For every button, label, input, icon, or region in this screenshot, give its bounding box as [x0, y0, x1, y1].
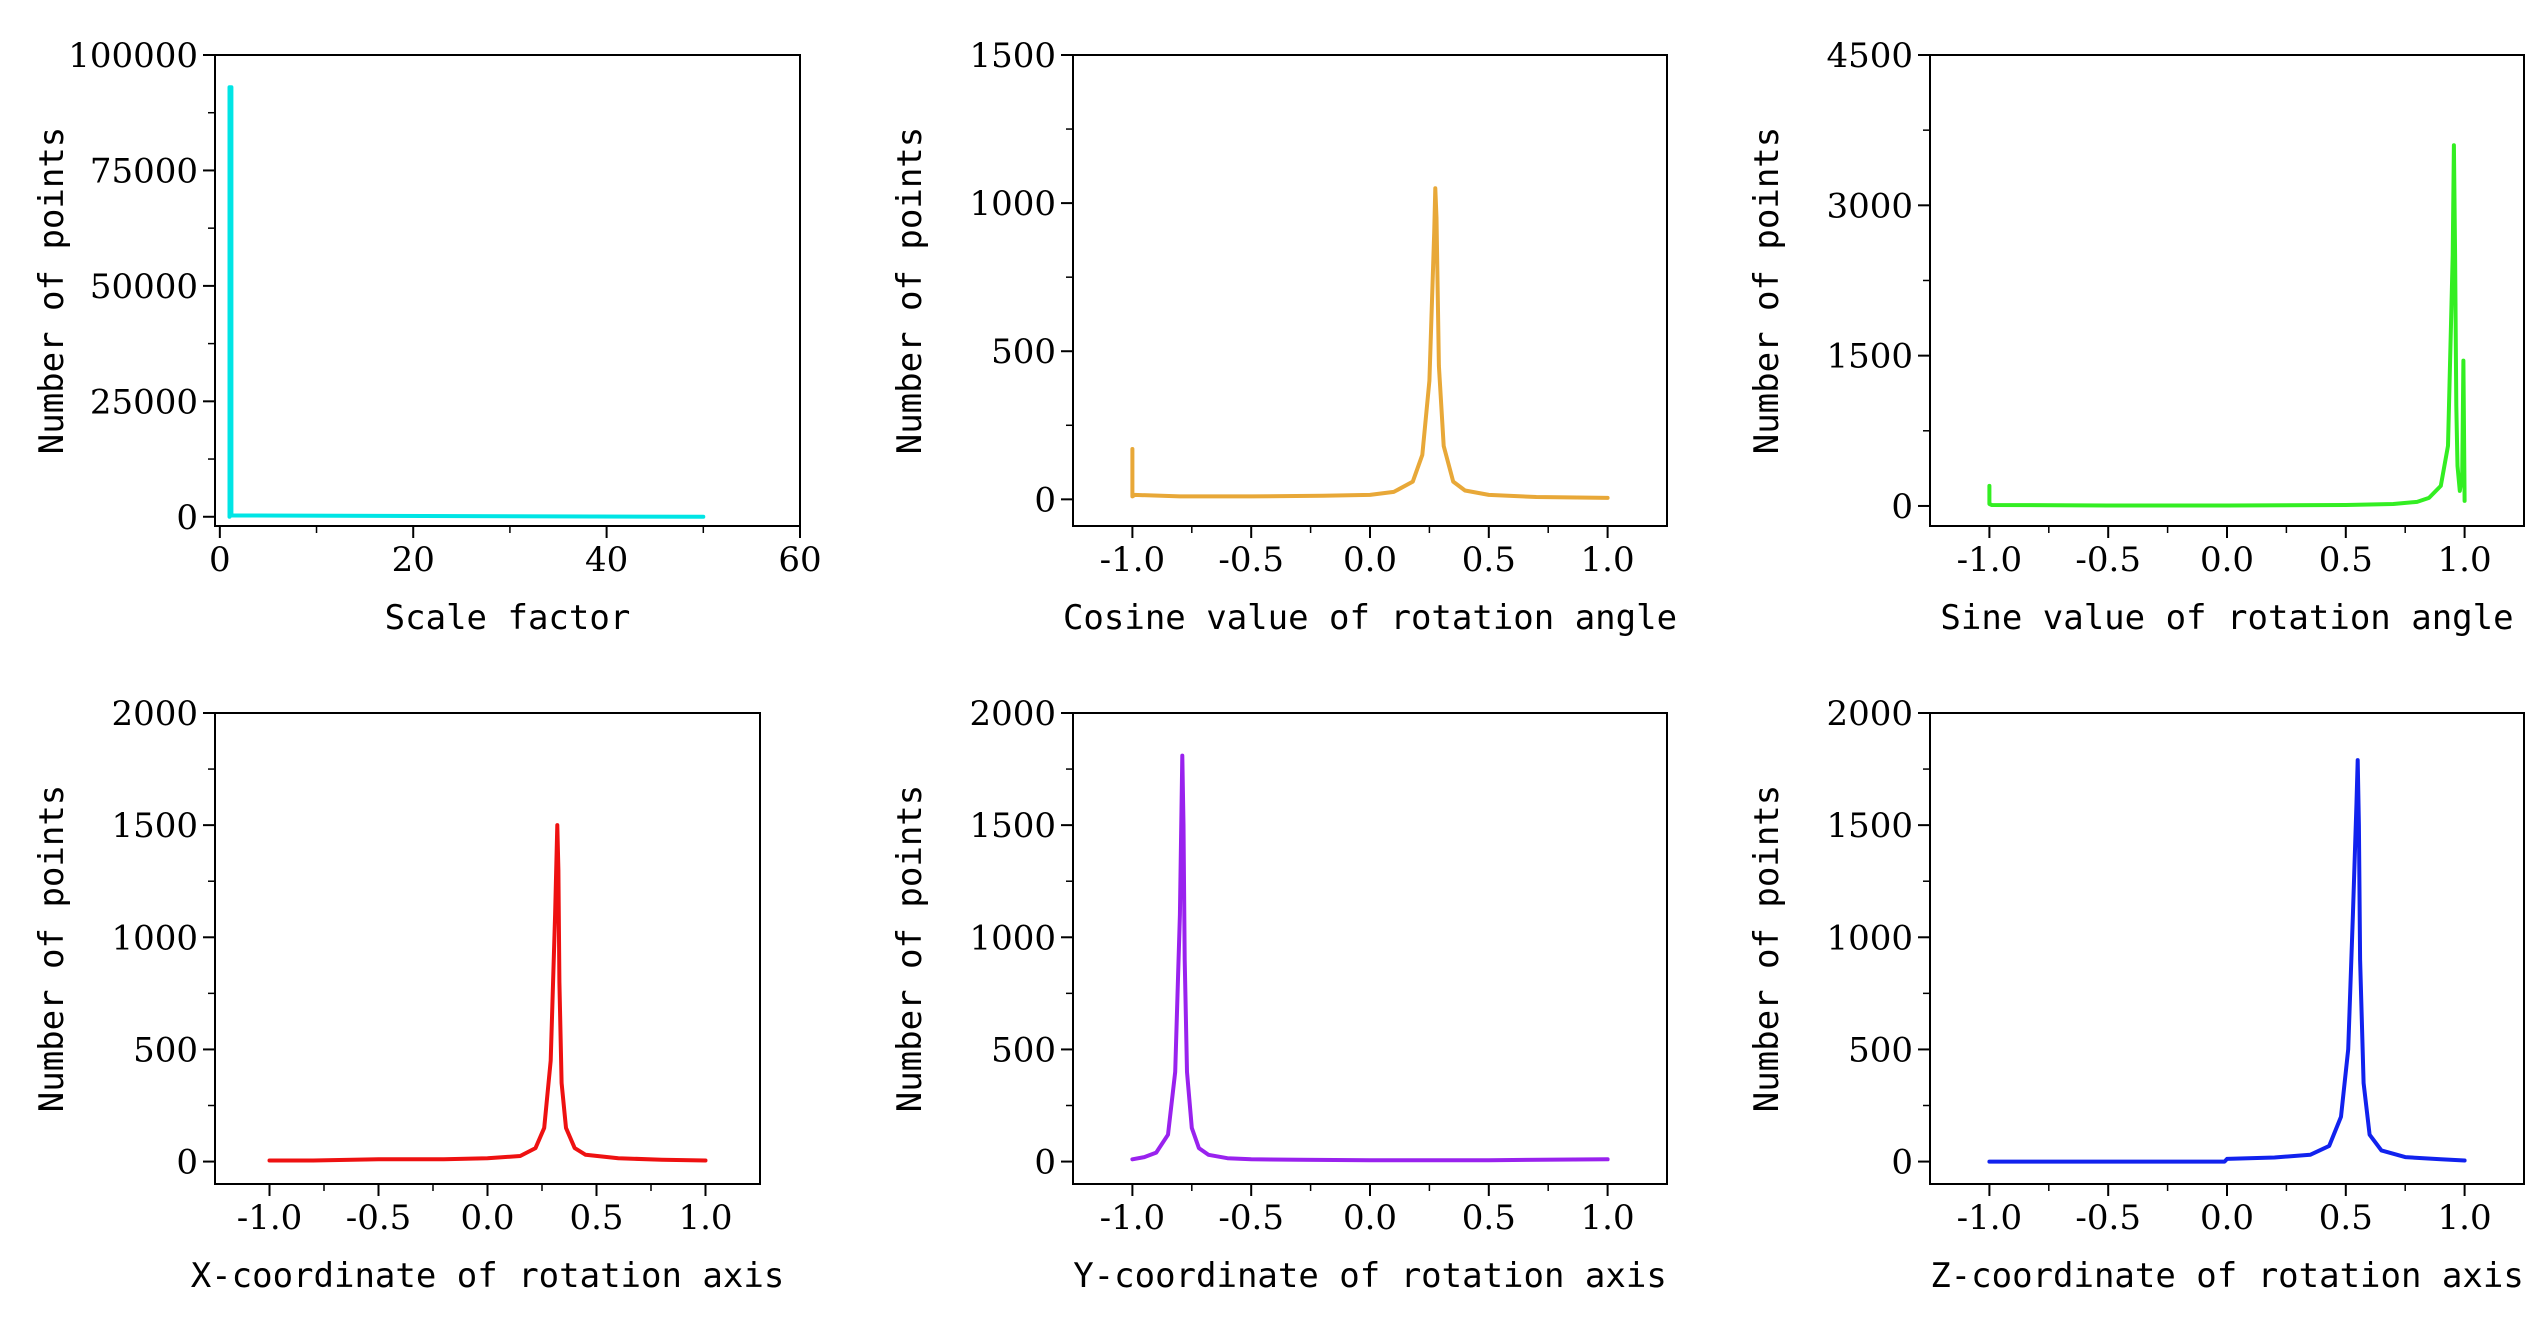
chart-z-axis-ytick-label: 0 [1891, 1143, 1913, 1183]
chart-cosine-xtick-label: -1.0 [1100, 540, 1166, 580]
chart-y-axis-ytick-label: 1500 [969, 806, 1056, 846]
chart-sine-frame [1929, 54, 2525, 527]
chart-x-axis-series-line [267, 823, 708, 1163]
chart-x-axis-ytick-label: 1500 [111, 806, 198, 846]
chart-y-axis-xtick-label: -1.0 [1100, 1198, 1166, 1238]
chart-sine-ytick-label: 1500 [1826, 337, 1913, 377]
chart-x-axis-ytick-label: 2000 [111, 694, 198, 734]
chart-z-axis-frame [1929, 712, 2525, 1185]
chart-sine-xtick-label: -0.5 [2075, 540, 2141, 580]
chart-scale-xtick-label: 0 [209, 540, 231, 580]
chart-z-axis-xtick-label: -0.5 [2075, 1198, 2141, 1238]
chart-cosine-frame [1072, 54, 1668, 527]
chart-z-axis-ytick-label: 2000 [1826, 694, 1913, 734]
chart-sine-ylabel: Number of points [1747, 127, 1787, 455]
chart-x-axis-xtick-label: -1.0 [237, 1198, 303, 1238]
chart-y-axis-ytick-label: 2000 [969, 694, 1056, 734]
chart-sine-xlabel: Sine value of rotation angle [1940, 598, 2513, 638]
chart-y-axis-xlabel: Y-coordinate of rotation axis [1073, 1256, 1667, 1296]
chart-cosine: -1.0 -0.5 0.0 0.5 1.0 0 500 1000 1500 Cosine valu… [890, 36, 1677, 638]
chart-cosine-ytick-label: 0 [1034, 480, 1056, 520]
chart-scale-frame [214, 54, 801, 527]
chart-scale-ytick-label: 50000 [90, 267, 198, 307]
chart-scale-ytick-label: 75000 [90, 151, 198, 191]
chart-scale-ylabel: Number of points [32, 127, 72, 455]
chart-scale-xtick-label: 20 [392, 540, 435, 580]
chart-y-axis-ytick-label: 0 [1034, 1143, 1056, 1183]
chart-z-axis-xlabel: Z-coordinate of rotation axis [1930, 1256, 2524, 1296]
chart-z-axis-xtick-label: -1.0 [1957, 1198, 2023, 1238]
chart-x-axis-ylabel: Number of points [32, 785, 72, 1113]
chart-z-axis-xtick-label: 1.0 [2438, 1198, 2492, 1238]
chart-y-axis: -1.0 -0.5 0.0 0.5 1.0 0 500 1000 1500 2000 Y-coord… [890, 694, 1668, 1296]
chart-cosine-series-line [1130, 186, 1610, 500]
chart-x-axis-ytick-label: 0 [176, 1143, 198, 1183]
chart-y-axis-xtick-label: -0.5 [1218, 1198, 1284, 1238]
chart-cosine-ytick-label: 500 [991, 332, 1056, 372]
chart-z-axis-xtick-label: 0.5 [2319, 1198, 2373, 1238]
chart-sine-xtick-label: 0.0 [2200, 540, 2254, 580]
chart-sine-series-line [1987, 143, 2467, 508]
chart-z-axis-xtick-label: 0.0 [2200, 1198, 2254, 1238]
chart-x-axis-ytick-label: 500 [133, 1030, 198, 1070]
chart-x-axis-xtick-label: 0.5 [569, 1198, 623, 1238]
chart-y-axis-ylabel: Number of points [890, 785, 930, 1113]
chart-cosine-ytick-label: 1500 [969, 36, 1056, 76]
chart-x-axis-xtick-label: 0.0 [460, 1198, 514, 1238]
chart-cosine-xlabel: Cosine value of rotation angle [1063, 598, 1677, 638]
chart-scale-series-line [227, 85, 706, 519]
chart-sine-xtick-label: 0.5 [2319, 540, 2373, 580]
chart-x-axis: -1.0 -0.5 0.0 0.5 1.0 0 500 1000 1500 2000 X-coord… [32, 694, 784, 1296]
chart-x-axis-ytick-label: 1000 [111, 918, 198, 958]
chart-z-axis-ylabel: Number of points [1747, 785, 1787, 1113]
chart-scale-xtick-label: 40 [585, 540, 628, 580]
chart-z-axis-ytick-label: 1500 [1826, 806, 1913, 846]
chart-x-axis-xlabel: X-coordinate of rotation axis [191, 1256, 785, 1296]
chart-z-axis: -1.0 -0.5 0.0 0.5 1.0 0 500 1000 1500 2000 Z-coord… [1747, 694, 2525, 1296]
chart-y-axis-xtick-label: 0.0 [1343, 1198, 1397, 1238]
chart-scale: 0 20 40 60 0 25000 50000 75000 100000 Scale facto… [32, 36, 822, 638]
chart-cosine-ylabel: Number of points [890, 127, 930, 455]
chart-scale-ytick-label: 0 [176, 498, 198, 538]
chart-y-axis-ytick-label: 1000 [969, 918, 1056, 958]
chart-sine-xtick-label: -1.0 [1957, 540, 2023, 580]
chart-y-axis-ytick-label: 500 [991, 1030, 1056, 1070]
chart-cosine-xtick-label: 1.0 [1581, 540, 1635, 580]
chart-scale-ytick-label: 25000 [90, 382, 198, 422]
chart-y-axis-series-line [1130, 753, 1610, 1163]
chart-x-axis-xtick-label: 1.0 [678, 1198, 732, 1238]
chart-x-axis-frame [214, 712, 761, 1185]
chart-scale-xtick-label: 60 [778, 540, 821, 580]
chart-scale-xlabel: Scale factor [385, 598, 631, 638]
chart-cosine-ytick-label: 1000 [969, 184, 1056, 224]
chart-sine-ytick-label: 0 [1891, 487, 1913, 527]
chart-y-axis-frame [1072, 712, 1668, 1185]
chart-z-axis-ytick-label: 500 [1848, 1030, 1913, 1070]
chart-y-axis-xtick-label: 1.0 [1581, 1198, 1635, 1238]
chart-z-axis-ytick-label: 1000 [1826, 918, 1913, 958]
chart-sine-xtick-label: 1.0 [2438, 540, 2492, 580]
chart-scale-ytick-label: 100000 [68, 36, 198, 76]
chart-sine: -1.0 -0.5 0.0 0.5 1.0 0 1500 3000 4500 Sine value… [1747, 36, 2525, 638]
chart-y-axis-xtick-label: 0.5 [1462, 1198, 1516, 1238]
chart-x-axis-xtick-label: -0.5 [346, 1198, 412, 1238]
chart-sine-ytick-label: 3000 [1826, 186, 1913, 226]
chart-sine-ytick-label: 4500 [1826, 36, 1913, 76]
chart-cosine-xtick-label: 0.0 [1343, 540, 1397, 580]
chart-cosine-xtick-label: -0.5 [1218, 540, 1284, 580]
chart-cosine-xtick-label: 0.5 [1462, 540, 1516, 580]
chart-z-axis-series-line [1987, 758, 2467, 1164]
